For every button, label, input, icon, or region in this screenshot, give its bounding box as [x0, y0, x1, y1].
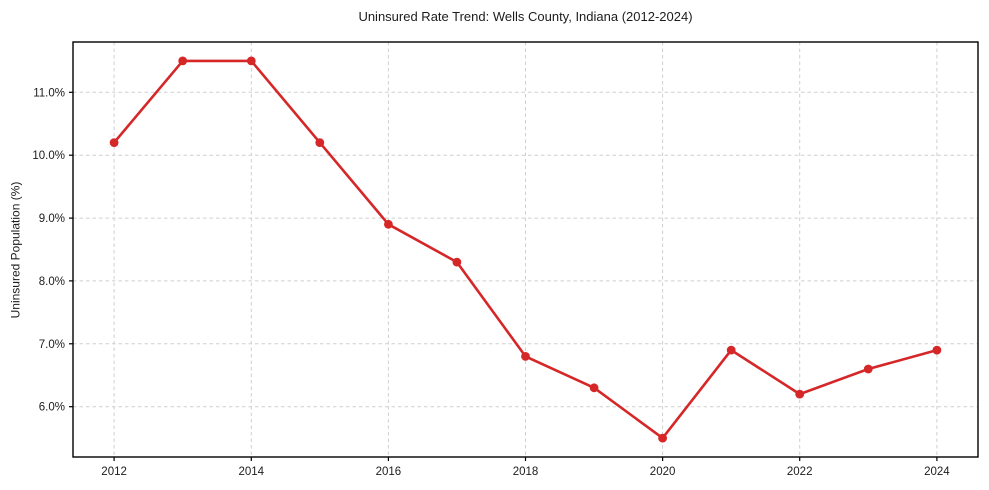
data-point	[863, 364, 873, 374]
y-tick-label: 6.0%	[39, 402, 65, 414]
x-tick-label: 2014	[239, 466, 265, 478]
x-tick-label: 2020	[650, 466, 676, 478]
data-point	[178, 56, 188, 66]
x-tick-label: 2016	[376, 466, 402, 478]
data-point	[932, 345, 942, 355]
data-point	[452, 257, 462, 267]
data-point	[384, 219, 393, 229]
data-point	[658, 433, 667, 443]
x-tick-label: 2022	[787, 466, 813, 478]
y-tick-label: 7.0%	[39, 339, 65, 351]
data-point	[726, 345, 736, 355]
data-point	[589, 383, 599, 393]
x-tick-label: 2024	[924, 466, 950, 478]
data-point	[521, 352, 530, 361]
y-tick-label: 8.0%	[39, 276, 65, 288]
data-point	[795, 389, 805, 399]
data-point	[315, 138, 325, 148]
chart-title: Uninsured Rate Trend: Wells County, Indi…	[358, 9, 693, 24]
y-tick-label: 11.0%	[33, 87, 65, 99]
y-tick-label: 10.0%	[32, 150, 65, 162]
data-point	[246, 56, 256, 66]
x-tick-label: 2012	[101, 466, 127, 478]
data-point	[109, 138, 119, 148]
y-tick-label: 9.0%	[39, 213, 65, 225]
x-tick-label: 2018	[513, 466, 539, 478]
